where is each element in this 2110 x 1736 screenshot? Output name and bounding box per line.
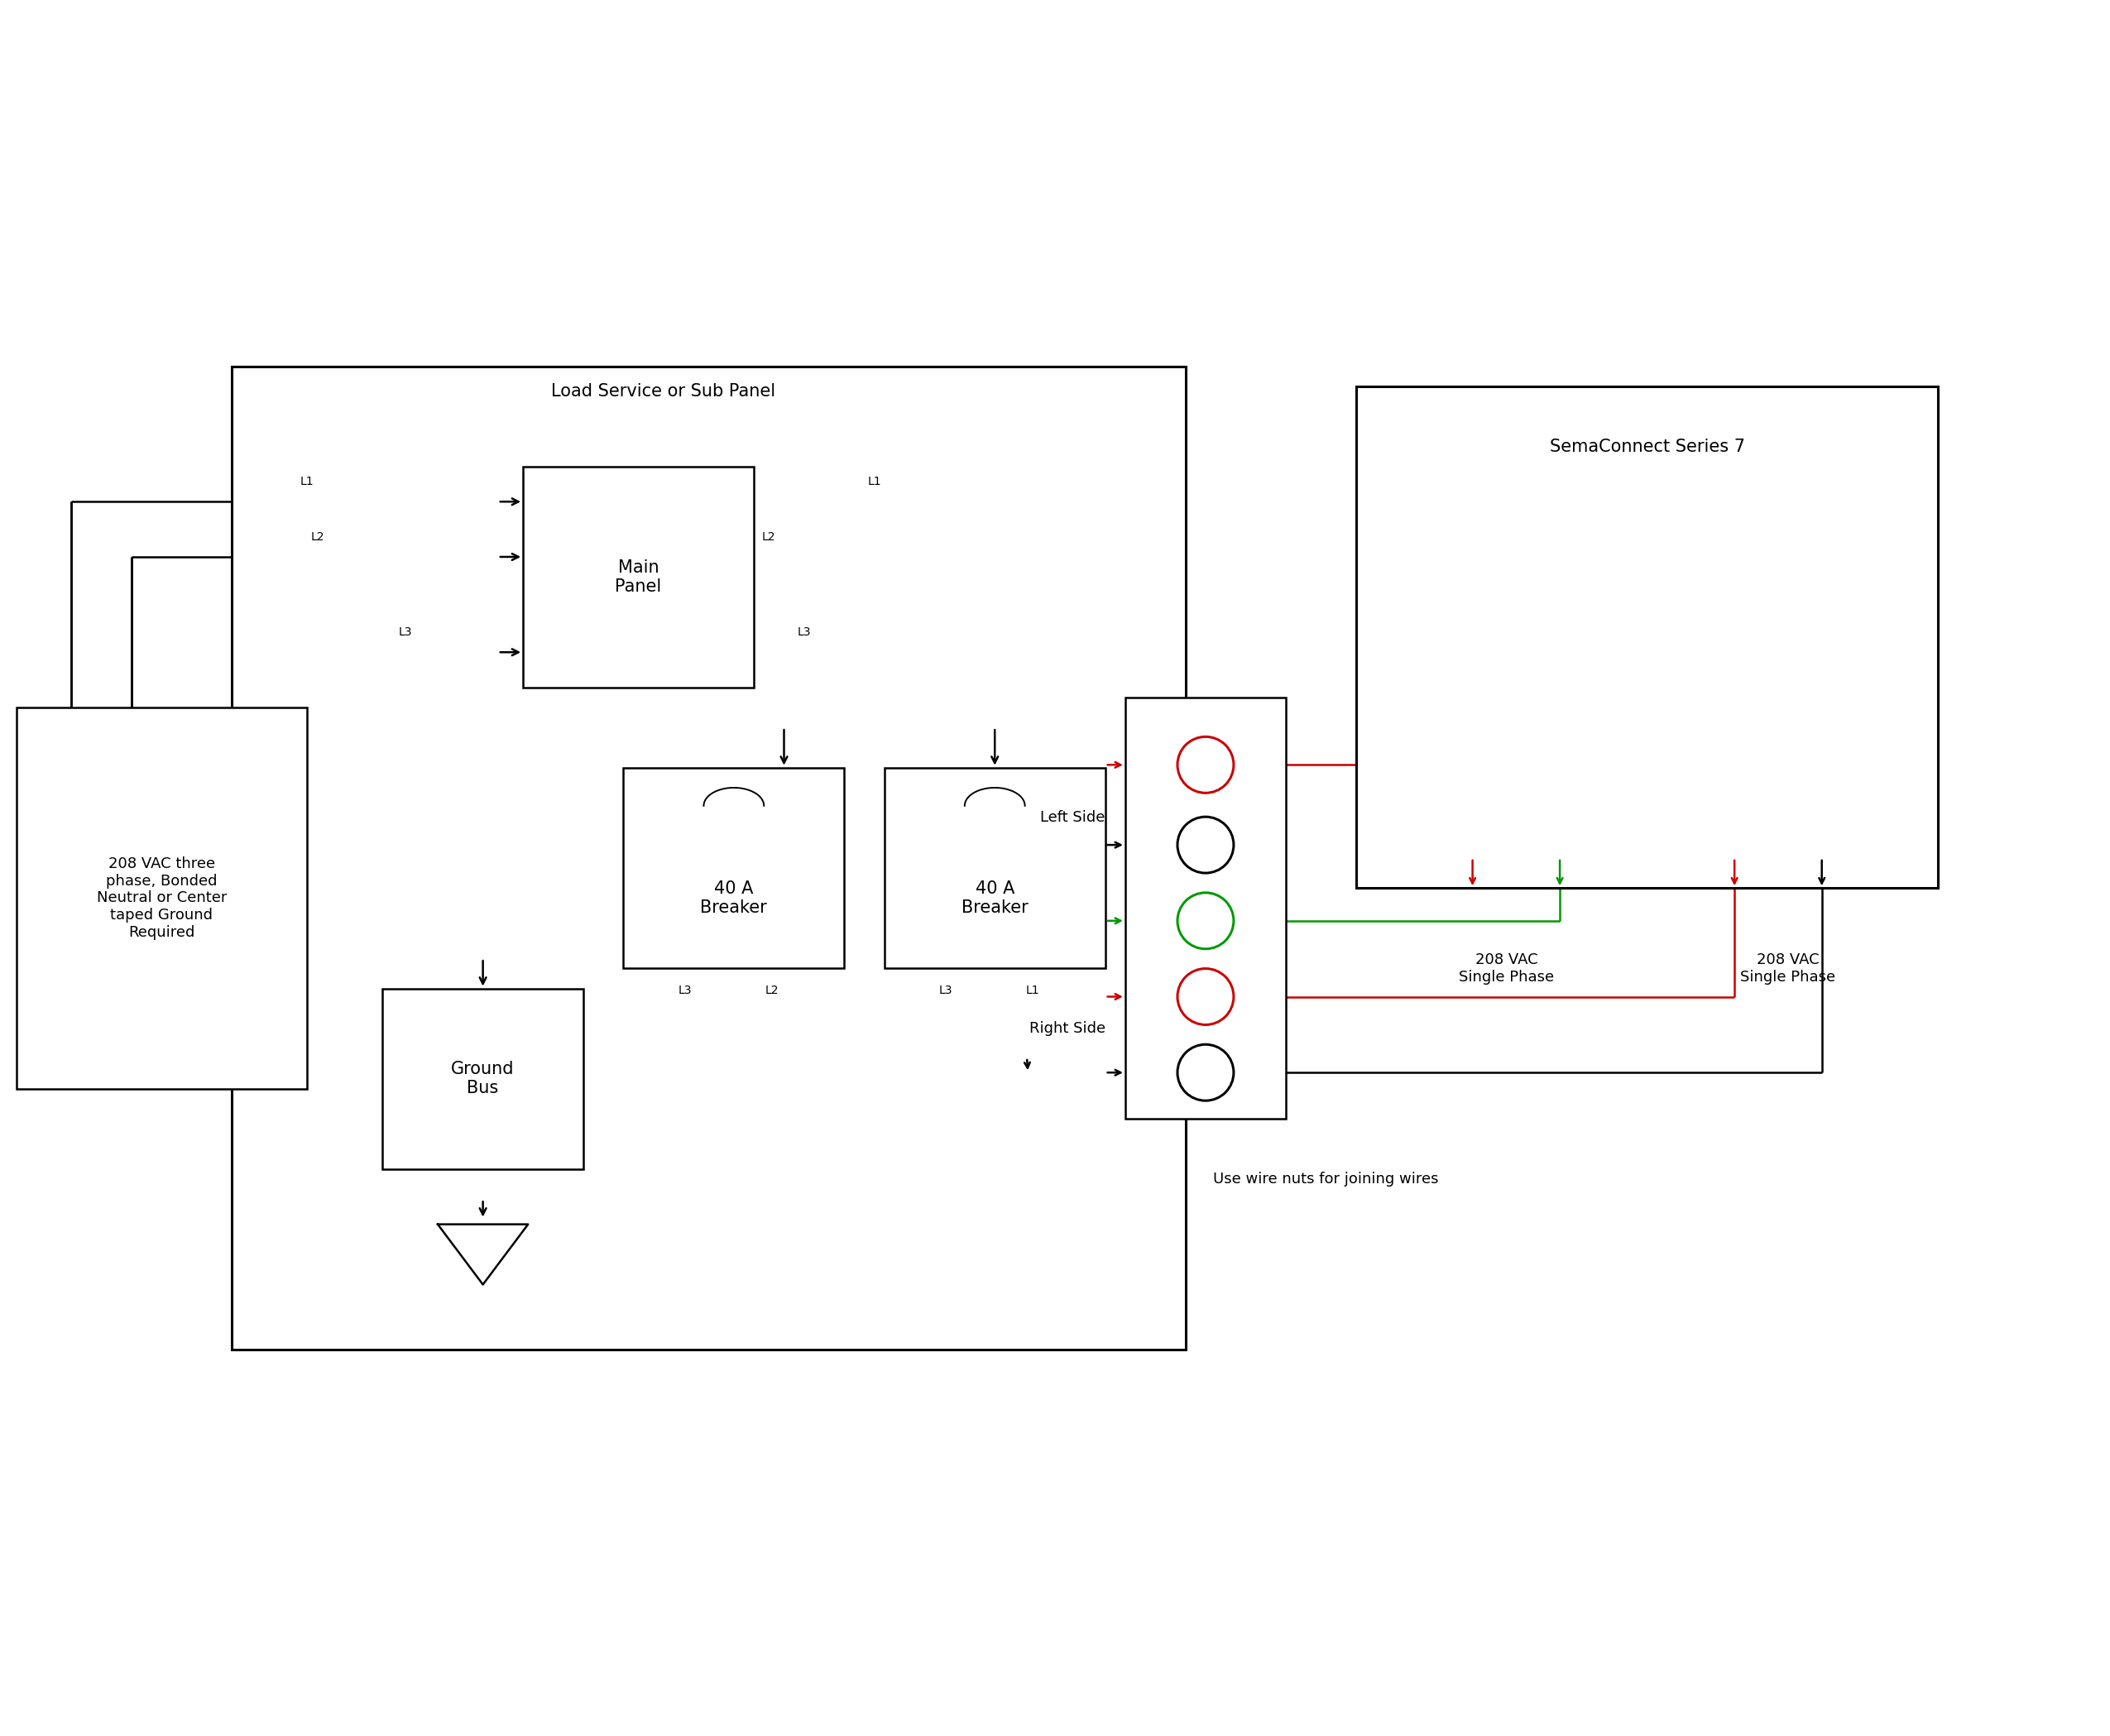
Text: L3: L3 — [798, 627, 810, 637]
Bar — [523, 467, 753, 687]
Bar — [1125, 698, 1285, 1120]
Text: Right Side: Right Side — [1030, 1021, 1106, 1036]
Text: SemaConnect Series 7: SemaConnect Series 7 — [1549, 437, 1745, 455]
Text: 40 A
Breaker: 40 A Breaker — [701, 880, 768, 917]
Bar — [382, 988, 582, 1168]
Text: L3: L3 — [939, 984, 952, 996]
Text: L1: L1 — [1025, 984, 1040, 996]
Bar — [232, 366, 1186, 1351]
Bar — [884, 767, 1106, 969]
Bar — [1357, 385, 1939, 889]
Text: Load Service or Sub Panel: Load Service or Sub Panel — [551, 384, 776, 399]
Text: L1: L1 — [300, 476, 314, 488]
Text: 208 VAC
Single Phase: 208 VAC Single Phase — [1458, 953, 1555, 984]
Text: Ground
Bus: Ground Bus — [452, 1061, 515, 1097]
Text: 208 VAC three
phase, Bonded
Neutral or Center
taped Ground
Required: 208 VAC three phase, Bonded Neutral or C… — [97, 856, 228, 939]
Text: L3: L3 — [399, 627, 411, 637]
Text: L2: L2 — [310, 531, 325, 543]
Text: L1: L1 — [867, 476, 882, 488]
Text: Main
Panel: Main Panel — [616, 559, 663, 595]
Bar — [17, 707, 308, 1088]
Text: 208 VAC
Single Phase: 208 VAC Single Phase — [1741, 953, 1836, 984]
Bar — [622, 767, 844, 969]
Text: Left Side: Left Side — [1040, 811, 1106, 825]
Text: L2: L2 — [766, 984, 779, 996]
Text: 40 A
Breaker: 40 A Breaker — [962, 880, 1028, 917]
Text: L2: L2 — [762, 531, 776, 543]
Text: Use wire nuts for joining wires: Use wire nuts for joining wires — [1213, 1172, 1439, 1187]
Text: L3: L3 — [677, 984, 692, 996]
